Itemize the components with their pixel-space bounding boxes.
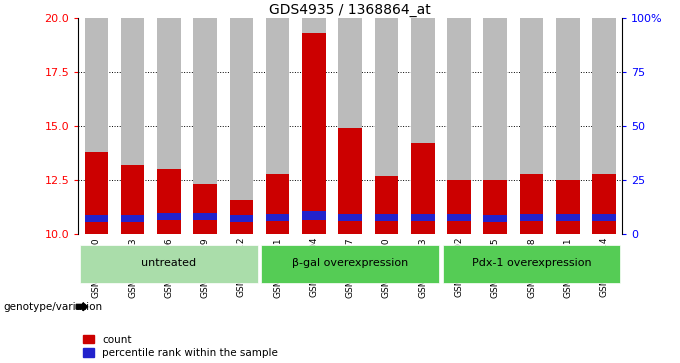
Bar [266,18,290,234]
Bar [520,174,543,234]
Bar [411,213,435,221]
Bar [592,18,616,234]
Bar [261,245,439,283]
Bar [157,212,181,220]
Bar [157,18,181,234]
Bar [483,180,507,234]
Bar [302,33,326,234]
Bar [447,213,471,221]
Bar [411,143,435,234]
Bar [443,245,620,283]
Bar [80,245,258,283]
Text: Pdx-1 overexpression: Pdx-1 overexpression [472,258,592,268]
Bar [339,128,362,234]
Bar [193,18,217,234]
Bar [411,18,435,234]
Bar [375,176,398,234]
Bar [592,213,616,221]
Bar [302,18,326,234]
Bar [339,213,362,221]
Text: untreated: untreated [141,258,197,268]
Bar [266,213,290,221]
Bar [556,213,579,221]
Bar [230,215,253,222]
Bar [592,174,616,234]
Bar [230,200,253,234]
Bar [520,213,543,221]
Bar [266,174,290,234]
Text: genotype/variation: genotype/variation [3,302,103,312]
Bar [375,18,398,234]
Bar [193,212,217,220]
Bar [375,213,398,221]
Bar [483,18,507,234]
Bar [483,215,507,222]
Bar [339,18,362,234]
Bar [193,184,217,234]
Legend: count, percentile rank within the sample: count, percentile rank within the sample [84,335,278,358]
Text: β-gal overexpression: β-gal overexpression [292,258,408,268]
Bar [121,18,144,234]
Bar [84,215,108,222]
Bar [447,180,471,234]
Bar [302,212,326,220]
Bar [157,169,181,234]
Bar [230,18,253,234]
Bar [121,165,144,234]
Title: GDS4935 / 1368864_at: GDS4935 / 1368864_at [269,3,431,17]
Bar [121,215,144,222]
Bar [447,18,471,234]
Bar [84,18,108,234]
Bar [556,180,579,234]
Bar [520,18,543,234]
Bar [556,18,579,234]
Bar [84,152,108,234]
